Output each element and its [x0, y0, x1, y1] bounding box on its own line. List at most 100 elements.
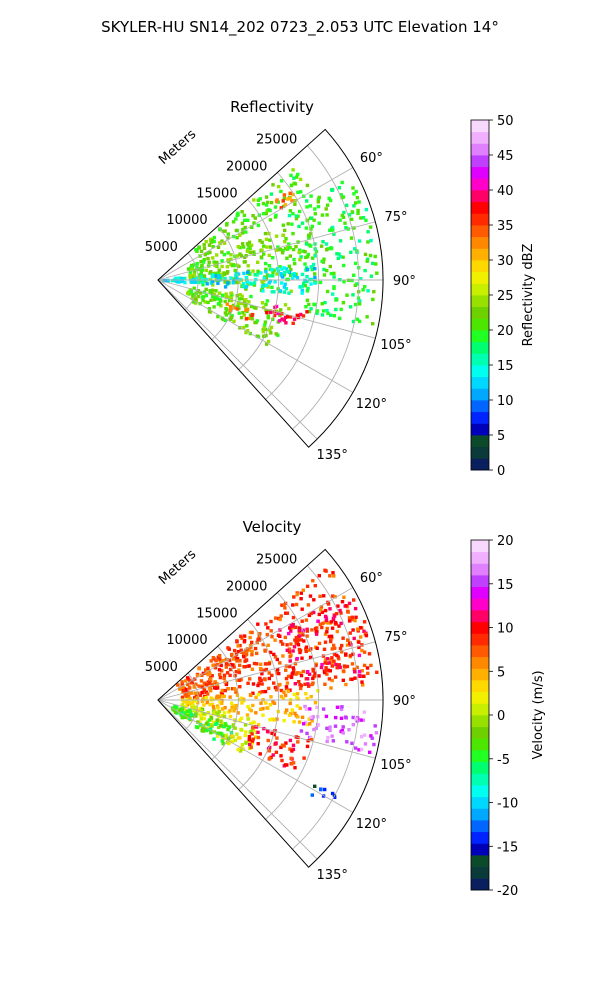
velocity-echo-gate-0: [259, 662, 263, 666]
velocity-echo-gate-0: [299, 591, 303, 595]
velocity-echo-gate-1: [285, 643, 289, 647]
velocity-echo-gate-1: [352, 598, 356, 602]
reflectivity-echo-gate-0: [274, 213, 278, 218]
velocity-echo-gate-0: [312, 598, 316, 602]
velocity-echo-gate-1: [338, 646, 343, 651]
velocity-echo-gate-2: [240, 701, 244, 705]
reflectivity-echo-gate-1: [315, 311, 319, 315]
velocity-echo-gate-0: [285, 681, 290, 685]
reflectivity-echo-gate-1: [347, 213, 352, 217]
velocity-echo-gate-0: [293, 662, 298, 666]
velocity-echo-gate-2: [308, 722, 312, 726]
reflectivity-echo-gate-2: [201, 283, 205, 287]
velocity-echo-gate-2: [283, 710, 288, 715]
velocity-echo-gate-0: [232, 665, 236, 669]
reflectivity-echo-gate-2: [256, 260, 260, 264]
velocity-echo-gate-0: [314, 629, 318, 634]
velocity-echo-gate-0: [300, 607, 304, 611]
velocity-echo-gate-1: [294, 625, 298, 629]
velocity-echo-gate-0: [181, 685, 185, 689]
velocity-echo-gate-0: [204, 668, 208, 672]
velocity-echo-gate-4: [243, 733, 247, 738]
velocity-echo-gate-4: [224, 736, 228, 740]
reflectivity-azimuth-tick-label-5: 135°: [317, 448, 348, 463]
velocity-echo-gate-0: [265, 632, 269, 637]
velocity-echo-gate-0: [304, 647, 308, 651]
reflectivity-echo-gate-5: [288, 191, 292, 195]
velocity-echo-gate-0: [238, 643, 242, 648]
reflectivity-echo-gate-1: [337, 186, 342, 190]
reflectivity-echo-gate-5: [274, 199, 279, 204]
reflectivity-echo-gate-2: [195, 261, 199, 266]
reflectivity-echo-gate-4: [239, 315, 244, 320]
reflectivity-echo-gate-2: [248, 250, 252, 255]
velocity-echo-gate-0: [292, 595, 296, 599]
reflectivity-echo-gate-1: [356, 211, 360, 216]
velocity-colorbar-segment-6: [471, 808, 489, 821]
reflectivity-echo-gate-2: [220, 259, 224, 263]
velocity-echo-gate-5: [288, 738, 293, 743]
velocity-echo-gate-6: [178, 708, 182, 713]
reflectivity-colorbar-tick-label-1: 5: [497, 429, 505, 444]
velocity-echo-gate-4: [243, 723, 248, 727]
velocity-echo-gate-1: [351, 628, 355, 632]
velocity-echo-gate-0: [263, 668, 267, 673]
velocity-echo-gate-1: [291, 649, 295, 653]
reflectivity-echo-gate-7: [245, 307, 250, 311]
reflectivity-echo-gate-0: [282, 196, 286, 200]
reflectivity-azimuth-spoke-3: [157, 279, 376, 339]
velocity-echo-gate-0: [258, 678, 262, 682]
reflectivity-colorbar-segment-15: [471, 283, 489, 296]
reflectivity-echo-gate-2: [251, 269, 255, 273]
velocity-echo-gate-2: [191, 699, 195, 703]
reflectivity-echo-gate-4: [232, 319, 236, 323]
reflectivity-echo-gate-2: [202, 257, 206, 262]
velocity-echo-gate-4: [231, 723, 236, 727]
velocity-azimuth-tick-label-3: 105°: [380, 758, 411, 773]
reflectivity-echo-gate-4: [279, 308, 283, 312]
velocity-echo-gate-1: [306, 670, 310, 674]
reflectivity-echo-gate-1: [363, 252, 368, 257]
velocity-echo-gate-5: [248, 742, 252, 747]
velocity-echo-gate-0: [235, 659, 239, 663]
velocity-echo-gate-1: [305, 627, 309, 631]
reflectivity-colorbar-segment-19: [471, 236, 489, 249]
reflectivity-echo-gate-2: [211, 283, 215, 287]
reflectivity-echo-gate-2: [264, 237, 269, 241]
velocity-echo-gate-2: [215, 695, 219, 699]
reflectivity-echo-gate-2: [229, 257, 233, 261]
velocity-echo-gate-0: [304, 618, 309, 622]
reflectivity-echo-gate-1: [320, 213, 325, 217]
reflectivity-colorbar-segment-24: [471, 178, 489, 191]
velocity-echo-gate-5: [291, 743, 296, 747]
velocity-echo-gate-2: [232, 709, 236, 713]
velocity-echo-gate-0: [279, 639, 283, 644]
velocity-echo-gate-0: [244, 658, 249, 662]
velocity-echo-gate-1: [307, 672, 312, 676]
reflectivity-echo-gate-0: [256, 223, 261, 228]
reflectivity-echo-gate-4: [269, 325, 274, 330]
velocity-echo-gate-0: [210, 674, 214, 678]
reflectivity-echo-gate-1: [325, 308, 329, 313]
reflectivity-echo-gate-4: [244, 330, 248, 335]
velocity-echo-gate-4: [246, 717, 251, 721]
velocity-echo-gate-0: [211, 656, 215, 660]
velocity-echo-gate-1: [341, 678, 345, 682]
reflectivity-echo-gate-2: [248, 246, 252, 251]
velocity-echo-gate-0: [230, 652, 234, 657]
reflectivity-colorbar-segment-2: [471, 435, 489, 448]
reflectivity-echo-gate-3: [223, 276, 227, 281]
velocity-echo-gate-3: [331, 739, 335, 743]
velocity-echo-gate-0: [351, 652, 355, 656]
reflectivity-echo-gate-0: [223, 229, 227, 233]
velocity-echo-gate-1: [323, 614, 328, 619]
reflectivity-echo-gate-2: [199, 272, 204, 277]
reflectivity-echo-gate-1: [322, 257, 326, 261]
velocity-echo-gate-1: [344, 652, 348, 656]
reflectivity-echo-gate-1: [365, 257, 370, 261]
velocity-echo-gate-6: [215, 731, 220, 735]
reflectivity-echo-gate-4: [198, 302, 202, 306]
velocity-colorbar-segment-27: [471, 563, 489, 576]
reflectivity-echo-gate-1: [331, 292, 335, 296]
reflectivity-echo-gate-3: [219, 276, 223, 280]
